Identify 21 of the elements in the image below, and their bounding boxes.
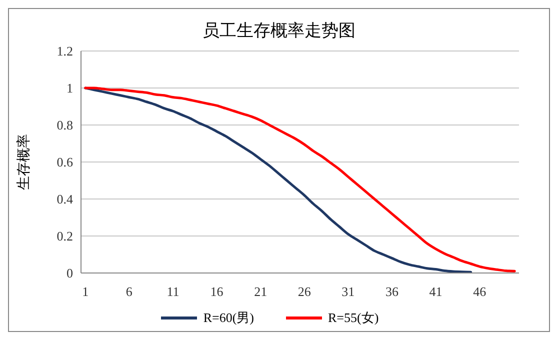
x-tick-label: 36 bbox=[385, 284, 399, 300]
chart-title: 员工生存概率走势图 bbox=[202, 20, 356, 42]
legend-label: R=60(男) bbox=[203, 309, 254, 327]
x-tick-label: 26 bbox=[298, 284, 312, 300]
x-tick-label: 11 bbox=[166, 284, 180, 300]
y-axis-title: 生存概率 bbox=[16, 134, 32, 190]
x-tick-label: 46 bbox=[473, 284, 487, 300]
legend-label: R=55(女) bbox=[328, 309, 379, 327]
x-tick-label: 1 bbox=[82, 284, 89, 300]
x-tick-label: 41 bbox=[429, 284, 442, 300]
y-tick-label: 0.6 bbox=[56, 154, 74, 170]
x-tick-label: 6 bbox=[126, 284, 133, 300]
y-tick-label: 0.2 bbox=[56, 228, 73, 244]
y-tick-label: 1 bbox=[66, 80, 73, 96]
y-tick-label: 0 bbox=[66, 266, 73, 281]
y-tick-label: 1.2 bbox=[56, 44, 73, 59]
y-tick-label: 0.4 bbox=[56, 192, 74, 207]
x-tick-label: 16 bbox=[210, 284, 224, 300]
x-tick-label: 21 bbox=[254, 284, 268, 300]
y-tick-label: 0.8 bbox=[56, 118, 73, 133]
x-tick-label: 31 bbox=[342, 284, 355, 300]
